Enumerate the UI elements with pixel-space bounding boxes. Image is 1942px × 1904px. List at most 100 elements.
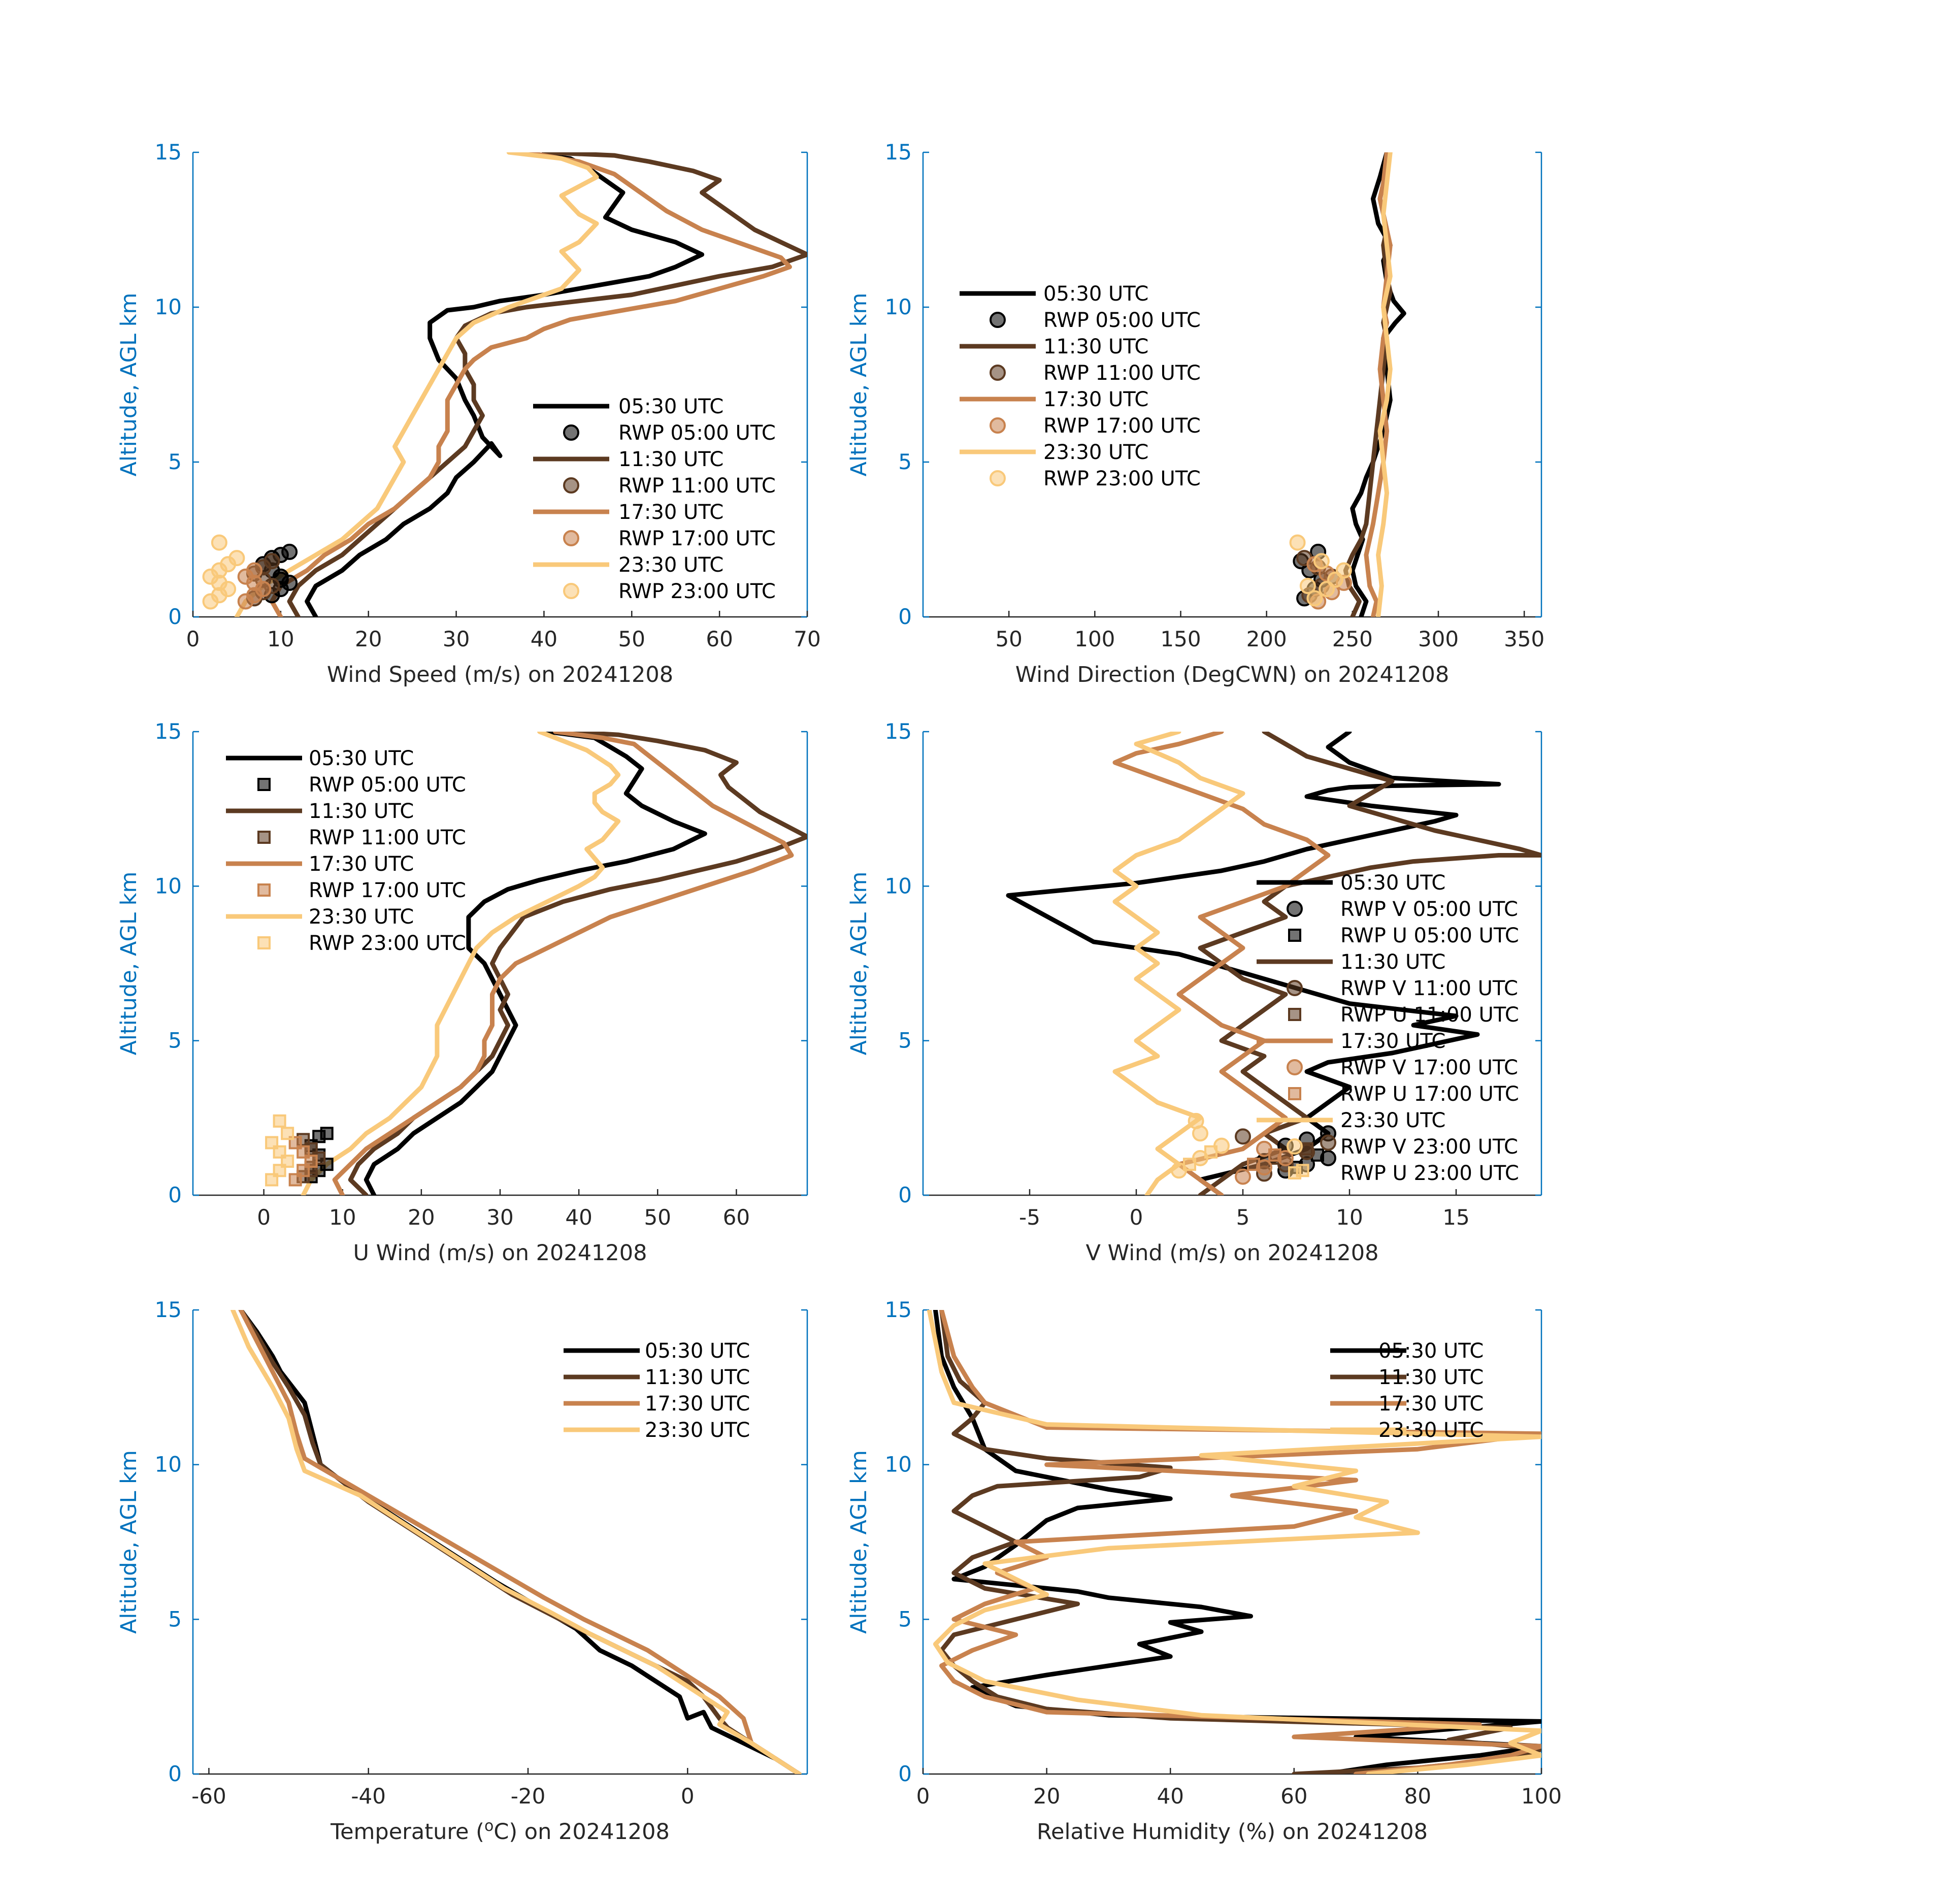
legend-label: RWP U 05:00 UTC [1340,924,1519,947]
legend-label: 05:30 UTC [1043,282,1148,306]
panel-ws: 0 5 10 15 0 10 20 30 40 50 60 70 Altitude, AGL km Win… [116,140,821,687]
x-tick-label: 250 [1332,627,1373,651]
x-tick-label: 60 [723,1205,750,1230]
legend-label: 17:30 UTC [1378,1392,1484,1416]
x-tick-label: 200 [1246,627,1287,651]
x-tick-label: 60 [1280,1784,1307,1809]
x-tick-label: 150 [1160,627,1201,651]
x-tick-label: 20 [355,627,382,651]
x-axis-label: Temperature (oC) on 20241208 [330,1817,670,1845]
y-tick-label: 10 [885,1452,912,1477]
legend-marker [257,883,271,897]
legend: 05:30 UTC RWP 05:00 UTC 11:30 UTC RWP 11:00… [533,395,776,603]
panel-u: 0 5 10 15 0 10 20 30 40 50 60 Altitude, AGL km U Win… [116,719,808,1266]
y-axis-label: Altitude, AGL km [846,872,872,1056]
legend-label: 17:30 UTC [1043,388,1148,411]
series-line [238,1310,802,1774]
data-point [265,1136,279,1150]
legend-label: RWP 17:00 UTC [618,527,776,550]
x-tick-label: 0 [186,627,200,651]
y-tick-label: 0 [898,1183,912,1207]
legend-label: 05:30 UTC [618,395,723,418]
data-point [228,550,245,567]
legend-label: RWP V 23:00 UTC [1340,1135,1518,1159]
y-axis-label: Altitude, AGL km [846,293,872,477]
legend-marker [1287,1138,1303,1155]
y-tick-label: 5 [898,1028,912,1053]
legend-label: 05:30 UTC [1340,871,1445,895]
x-tick-label: 70 [794,627,820,651]
x-tick-label: 40 [565,1205,592,1230]
x-axis-label: Wind Speed (m/s) on 20241208 [327,662,673,687]
x-tick-label: 20 [1033,1784,1060,1809]
legend-label: 23:30 UTC [1340,1109,1445,1132]
x-axis-label: V Wind (m/s) on 20241208 [1086,1240,1379,1266]
series-line [933,1310,1541,1774]
data-point [320,1127,334,1140]
x-tick-label: 0 [681,1784,695,1809]
legend-label: RWP 11:00 UTC [1043,362,1201,385]
legend-marker [1288,1087,1301,1100]
legend-label: RWP 05:00 UTC [618,421,776,445]
legend-label: RWP U 11:00 UTC [1340,1003,1519,1027]
panel-v: 0 5 10 15 -5 0 5 10 15 Altitude, AGL km V Wind (m/… [846,719,1542,1266]
x-axis-label-part: C) on 20241208 [493,1819,670,1845]
legend-marker [257,936,271,949]
legend-label: RWP 05:00 UTC [309,773,466,797]
x-tick-label: 100 [1521,1784,1562,1809]
legend-marker [1288,1008,1301,1021]
panel-t: 0 5 10 15 -60 -40 -20 0 Altitude, AGL km Temperat… [116,1297,808,1845]
legend-marker [257,778,271,791]
legend-label: 17:30 UTC [645,1392,750,1416]
legend-label: 11:30 UTC [618,448,723,471]
x-tick-label: 60 [706,627,733,651]
data-point [1335,562,1352,579]
legend-marker [990,417,1006,434]
series-line [1112,732,1331,1195]
data-point [1247,1158,1260,1171]
legend-label: 05:30 UTC [309,747,414,770]
legend: 05:30 UTC RWP 05:00 UTC 11:30 UTC RWP 11:00… [960,282,1201,490]
legend-label: RWP 17:00 UTC [309,879,466,902]
y-tick-label: 0 [168,1761,182,1786]
plot-area [202,152,807,617]
legend-label: RWP V 05:00 UTC [1340,898,1518,921]
legend: 05:30 UTC 11:30 UTC 17:30 UTC 23:30 UTC [564,1339,750,1442]
series-line [231,1310,802,1774]
x-tick-label: 80 [1404,1784,1431,1809]
y-tick-label: 15 [885,719,912,744]
y-tick-label: 10 [155,1452,182,1477]
plot-area [1289,152,1406,617]
x-tick-label: 15 [1442,1205,1469,1230]
legend-label: 05:30 UTC [645,1339,750,1363]
legend-label: RWP 05:00 UTC [1043,309,1201,332]
legend-label: 23:30 UTC [1378,1419,1484,1442]
data-point [1299,578,1316,594]
data-point [273,1114,286,1128]
x-tick-label: -20 [511,1784,546,1809]
series-line [234,152,599,617]
legend-label: RWP 23:00 UTC [309,932,466,955]
y-tick-label: 0 [898,604,912,629]
legend-label: RWP V 17:00 UTC [1340,1056,1518,1079]
legend-label: RWP 23:00 UTC [618,580,776,603]
legend-label: 17:30 UTC [618,501,723,524]
x-tick-label: 350 [1504,627,1544,651]
y-axis-label: Altitude, AGL km [116,1450,142,1634]
plot-area [1006,732,1541,1195]
y-tick-label: 5 [898,1606,912,1631]
legend-label: 11:30 UTC [309,800,414,823]
legend-marker [563,424,579,441]
legend-label: 23:30 UTC [309,905,414,929]
y-tick-label: 15 [885,140,912,165]
x-tick-label: 100 [1074,627,1115,651]
series-line [364,732,707,1195]
series-line [927,1310,1541,1774]
y-tick-label: 15 [155,1297,182,1322]
x-tick-label: 0 [916,1784,930,1809]
legend-marker [1288,929,1301,942]
data-point [1289,534,1306,551]
x-tick-label: 10 [329,1205,356,1230]
y-tick-label: 10 [155,294,182,319]
